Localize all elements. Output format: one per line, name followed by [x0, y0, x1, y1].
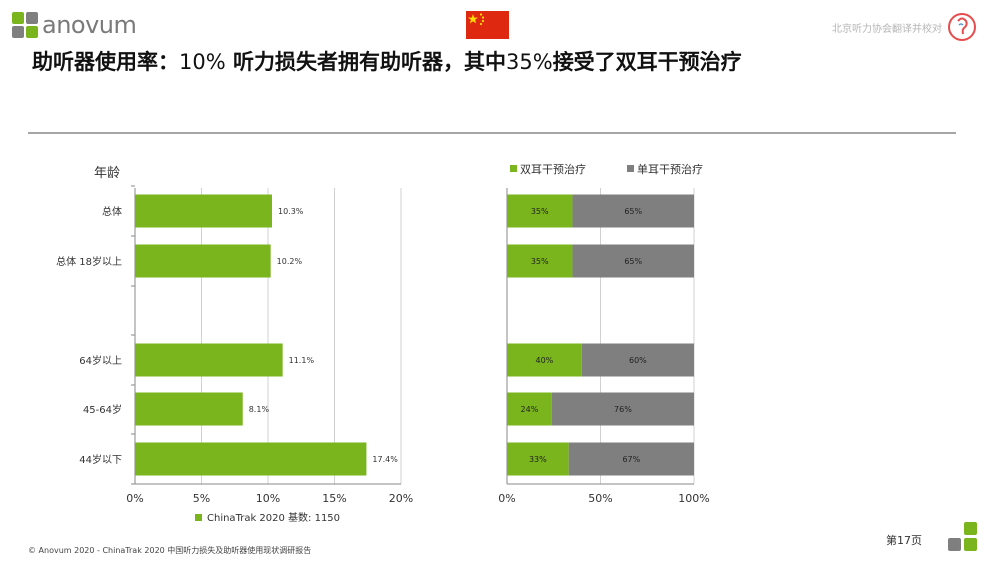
footer-copyright: © Anovum 2020 - ChinaTrak 2020 中国听力损失及助听…	[28, 546, 312, 555]
chart1-value-label: 10.2%	[277, 257, 303, 266]
chart1-bar	[135, 392, 243, 426]
org-credit-text: 北京听力协会翻译并校对	[832, 24, 942, 35]
chart1-category-label: 64岁以上	[79, 354, 122, 367]
chart1-x-tick: 10%	[256, 492, 280, 505]
chart1-x-tick: 20%	[389, 492, 413, 505]
page-title: 助听器使用率：10% 听力损失者拥有助听器，其中35%接受了双耳干预治疗	[32, 46, 742, 76]
title-divider	[28, 132, 956, 134]
chart1-bar	[135, 244, 271, 278]
chart1-value-label: 8.1%	[249, 405, 270, 414]
chart1-title: 年龄	[94, 166, 120, 181]
chart2-value-label: 33%	[529, 455, 547, 464]
chart2-bar-bilateral	[507, 392, 552, 426]
chart2-value-label: 35%	[531, 257, 549, 266]
chart2-value-label: 60%	[629, 356, 647, 365]
chart2-legend-label: 双耳干预治疗	[520, 162, 586, 176]
title-part-2: 听力损失者拥有助听器，其中	[225, 50, 506, 74]
chart2-bar-bilateral	[507, 343, 582, 377]
page-number: 第17页	[886, 534, 922, 547]
chart2-bar-unilateral	[568, 442, 694, 476]
chart1-category-label: 44岁以下	[79, 453, 122, 466]
chart2-bar-bilateral	[507, 442, 569, 476]
chart1-bar	[135, 343, 283, 377]
chart1-bar	[135, 194, 272, 228]
ear-icon	[948, 10, 976, 44]
chart2-value-label: 76%	[614, 405, 632, 414]
chart1-x-tick: 0%	[126, 492, 143, 505]
chart2-legend-swatch-bilateral	[510, 165, 517, 172]
chart1-x-tick: 15%	[322, 492, 346, 505]
chart1-bar	[135, 442, 367, 476]
chart1-value-label: 10.3%	[278, 207, 304, 216]
chart2-x-tick: 0%	[498, 492, 515, 505]
title-number-2: 35%	[506, 50, 553, 74]
chart2-x-tick: 50%	[588, 492, 612, 505]
anovum-logo: anovum	[12, 8, 137, 42]
chart2-bar-unilateral	[572, 194, 694, 228]
chart1-x-tick: 5%	[193, 492, 210, 505]
chart2-legend-label: 单耳干预治疗	[637, 162, 703, 176]
logo-squares-icon	[12, 12, 38, 38]
title-part-1: 助听器使用率：	[32, 50, 179, 74]
chart2-legend-swatch-unilateral	[627, 165, 634, 172]
chart2-bar-unilateral	[551, 392, 694, 426]
chart2-x-tick: 100%	[678, 492, 709, 505]
chart1-category-label: 45-64岁	[83, 403, 122, 416]
chart2-value-label: 65%	[624, 257, 642, 266]
chart2-value-label: 67%	[622, 455, 640, 464]
chart2-value-label: 24%	[521, 405, 539, 414]
chart2-value-label: 65%	[624, 207, 642, 216]
logo-text: anovum	[42, 11, 137, 39]
chart1-value-label: 17.4%	[372, 455, 398, 464]
title-part-3: 接受了双耳干预治疗	[552, 50, 742, 74]
chart2-bar-unilateral	[581, 343, 694, 377]
chart2-bar-bilateral	[507, 194, 573, 228]
chart2-bar-bilateral	[507, 244, 573, 278]
chart1-value-label: 11.1%	[289, 356, 315, 365]
chart1-legend-swatch	[195, 514, 202, 521]
chart2-value-label: 40%	[536, 356, 554, 365]
chart1-category-label: 总体 18岁以上	[56, 255, 122, 268]
chart2-value-label: 35%	[531, 207, 549, 216]
china-flag-icon	[466, 11, 509, 39]
chart1-legend-label: ChinaTrak 2020 基数: 1150	[207, 511, 340, 524]
corner-logo-squares-icon	[948, 522, 978, 552]
chart1-category-label: 总体	[102, 205, 122, 218]
chart2-bar-unilateral	[572, 244, 694, 278]
title-number-1: 10%	[179, 50, 226, 74]
